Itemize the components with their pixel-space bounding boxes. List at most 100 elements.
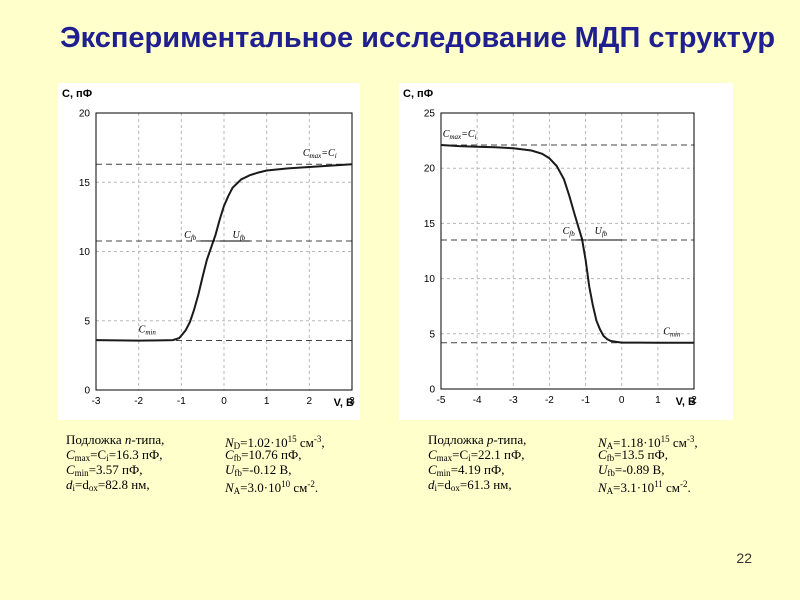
- y-tick-label: 5: [84, 316, 90, 327]
- param-text: N: [225, 435, 234, 450]
- y-tick-label: 15: [79, 178, 91, 189]
- x-tick-label: 1: [655, 395, 661, 406]
- param-text: -3: [313, 434, 322, 444]
- ufb-annotation: Ufb: [595, 226, 608, 238]
- params-right-col1: Подложка p-типа, Cmax=Ci=22.1 пФ, Cmin=4.1…: [428, 432, 526, 493]
- param-text: U: [598, 462, 608, 477]
- param-text: ox: [450, 483, 460, 493]
- y-tick-label: 15: [424, 219, 436, 230]
- param-text: =1.18·10: [613, 435, 661, 450]
- param-text: =13.5 пФ,: [614, 447, 668, 462]
- chart-left: -3 -2 -1 0 1 2 3 0 5 10 15 20 С, пФ V, В Cmax=Ci Cfb Ufb…: [62, 88, 355, 409]
- param-text: =16.3 пФ,: [108, 447, 163, 462]
- plot-frame: [95, 112, 353, 391]
- y-tick-label: 10: [424, 274, 436, 285]
- param-text: см: [290, 480, 308, 495]
- param-text: =82.8 нм,: [97, 477, 150, 492]
- param-text: =3.1·10: [613, 480, 655, 495]
- param-text: =d: [75, 477, 89, 492]
- x-tick-label: -2: [134, 396, 143, 407]
- x-tick-label: -1: [581, 395, 590, 406]
- x-axis-label: V, В: [334, 397, 354, 409]
- param-text: .: [687, 480, 691, 495]
- param-text: n: [124, 432, 132, 447]
- y-tick-label: 10: [79, 247, 91, 258]
- ufb-annotation: Ufb: [233, 230, 246, 242]
- param-text: N: [598, 480, 607, 495]
- x-tick-label: 0: [619, 395, 625, 406]
- param-text: C: [66, 462, 75, 477]
- param-text: fb: [606, 453, 615, 463]
- param-text: A: [233, 486, 241, 496]
- param-text: C: [225, 447, 234, 462]
- param-text: см: [669, 435, 687, 450]
- x-tick-label: -3: [92, 396, 101, 407]
- param-text: -типа,: [131, 432, 165, 447]
- y-axis-label: С, пФ: [403, 88, 433, 100]
- plot-frame: [440, 112, 695, 390]
- param-text: ,: [694, 435, 698, 450]
- param-text: =C: [452, 447, 469, 462]
- param-text: min: [74, 468, 89, 478]
- param-text: см: [662, 480, 681, 495]
- param-text: A: [606, 486, 614, 496]
- x-tick-label: 2: [307, 396, 313, 407]
- cmin-annotation: Cmin: [663, 327, 681, 339]
- param-text: 15: [660, 434, 670, 444]
- param-line: NA=3.0·1010 см-2.: [225, 477, 325, 496]
- param-text: -2: [680, 479, 688, 489]
- param-line: Cmax=Ci=22.1 пФ,: [428, 447, 526, 463]
- param-text: A: [606, 441, 614, 451]
- param-text: max: [74, 453, 91, 463]
- x-tick-label: -1: [177, 396, 186, 407]
- param-text: fb: [607, 468, 615, 478]
- y-tick-label: 5: [429, 329, 435, 340]
- param-text: U: [225, 462, 235, 477]
- param-text: =1.02·10: [240, 435, 288, 450]
- x-tick-label: 0: [221, 396, 227, 407]
- param-text: C: [428, 447, 437, 462]
- x-tick-label: -3: [509, 395, 518, 406]
- param-text: 10: [281, 479, 291, 489]
- params-left-col1: Подложка n-типа, Cmax=Ci=16.3 пФ, Cmin=3.5…: [66, 432, 165, 493]
- param-text: =4.19 пФ,: [450, 462, 505, 477]
- param-line: Подложка p-типа,: [428, 432, 526, 447]
- param-text: Подложка: [66, 432, 125, 447]
- x-tick-label: -4: [473, 395, 482, 406]
- param-text: 11: [654, 479, 663, 489]
- param-text: fb: [234, 468, 242, 478]
- param-text: -2: [307, 479, 315, 489]
- param-text: см: [296, 435, 314, 450]
- y-axis-label: С, пФ: [62, 88, 92, 100]
- param-text: =3.0·10: [240, 480, 282, 495]
- param-text: C: [428, 462, 437, 477]
- param-text: ox: [88, 483, 98, 493]
- param-text: =C: [90, 447, 107, 462]
- param-text: p: [486, 432, 494, 447]
- param-text: =-0.89 В,: [614, 462, 665, 477]
- param-text: N: [225, 480, 234, 495]
- param-line: NA=1.18·1015 см-3,: [598, 432, 698, 451]
- param-text: i: [434, 483, 438, 493]
- slide-title: Экспериментальное исследование МДП струк…: [60, 22, 776, 54]
- params-left-col2: ND=1.02·1015 см-3, Cfb=10.76 пФ, Ufb=-0.12…: [225, 432, 325, 496]
- param-text: ,: [321, 435, 325, 450]
- cfb-annotation: Cfb: [563, 226, 576, 238]
- x-tick-label: 2: [691, 395, 697, 406]
- x-axis-label: V, В: [676, 396, 696, 408]
- param-text: max: [436, 453, 453, 463]
- param-line: Ufb=-0.12 В,: [225, 462, 325, 478]
- param-text: min: [436, 468, 451, 478]
- param-text: .: [314, 480, 319, 495]
- chart-left-panel: -3 -2 -1 0 1 2 3 0 5 10 15 20 С, пФ V, В Cmax=Ci Cfb Ufb…: [58, 83, 360, 420]
- x-tick-label: 1: [264, 396, 270, 407]
- param-line: Cmin=4.19 пФ,: [428, 462, 526, 478]
- param-text: =61.3 нм,: [459, 477, 512, 492]
- param-text: 15: [287, 434, 297, 444]
- param-line: di=dox=61.3 нм,: [428, 477, 526, 493]
- param-text: i: [468, 453, 471, 463]
- cmax-annotation: Cmax=Ci: [303, 148, 337, 160]
- x-tick-label: -2: [545, 395, 554, 406]
- cmin-annotation: Cmin: [139, 325, 157, 337]
